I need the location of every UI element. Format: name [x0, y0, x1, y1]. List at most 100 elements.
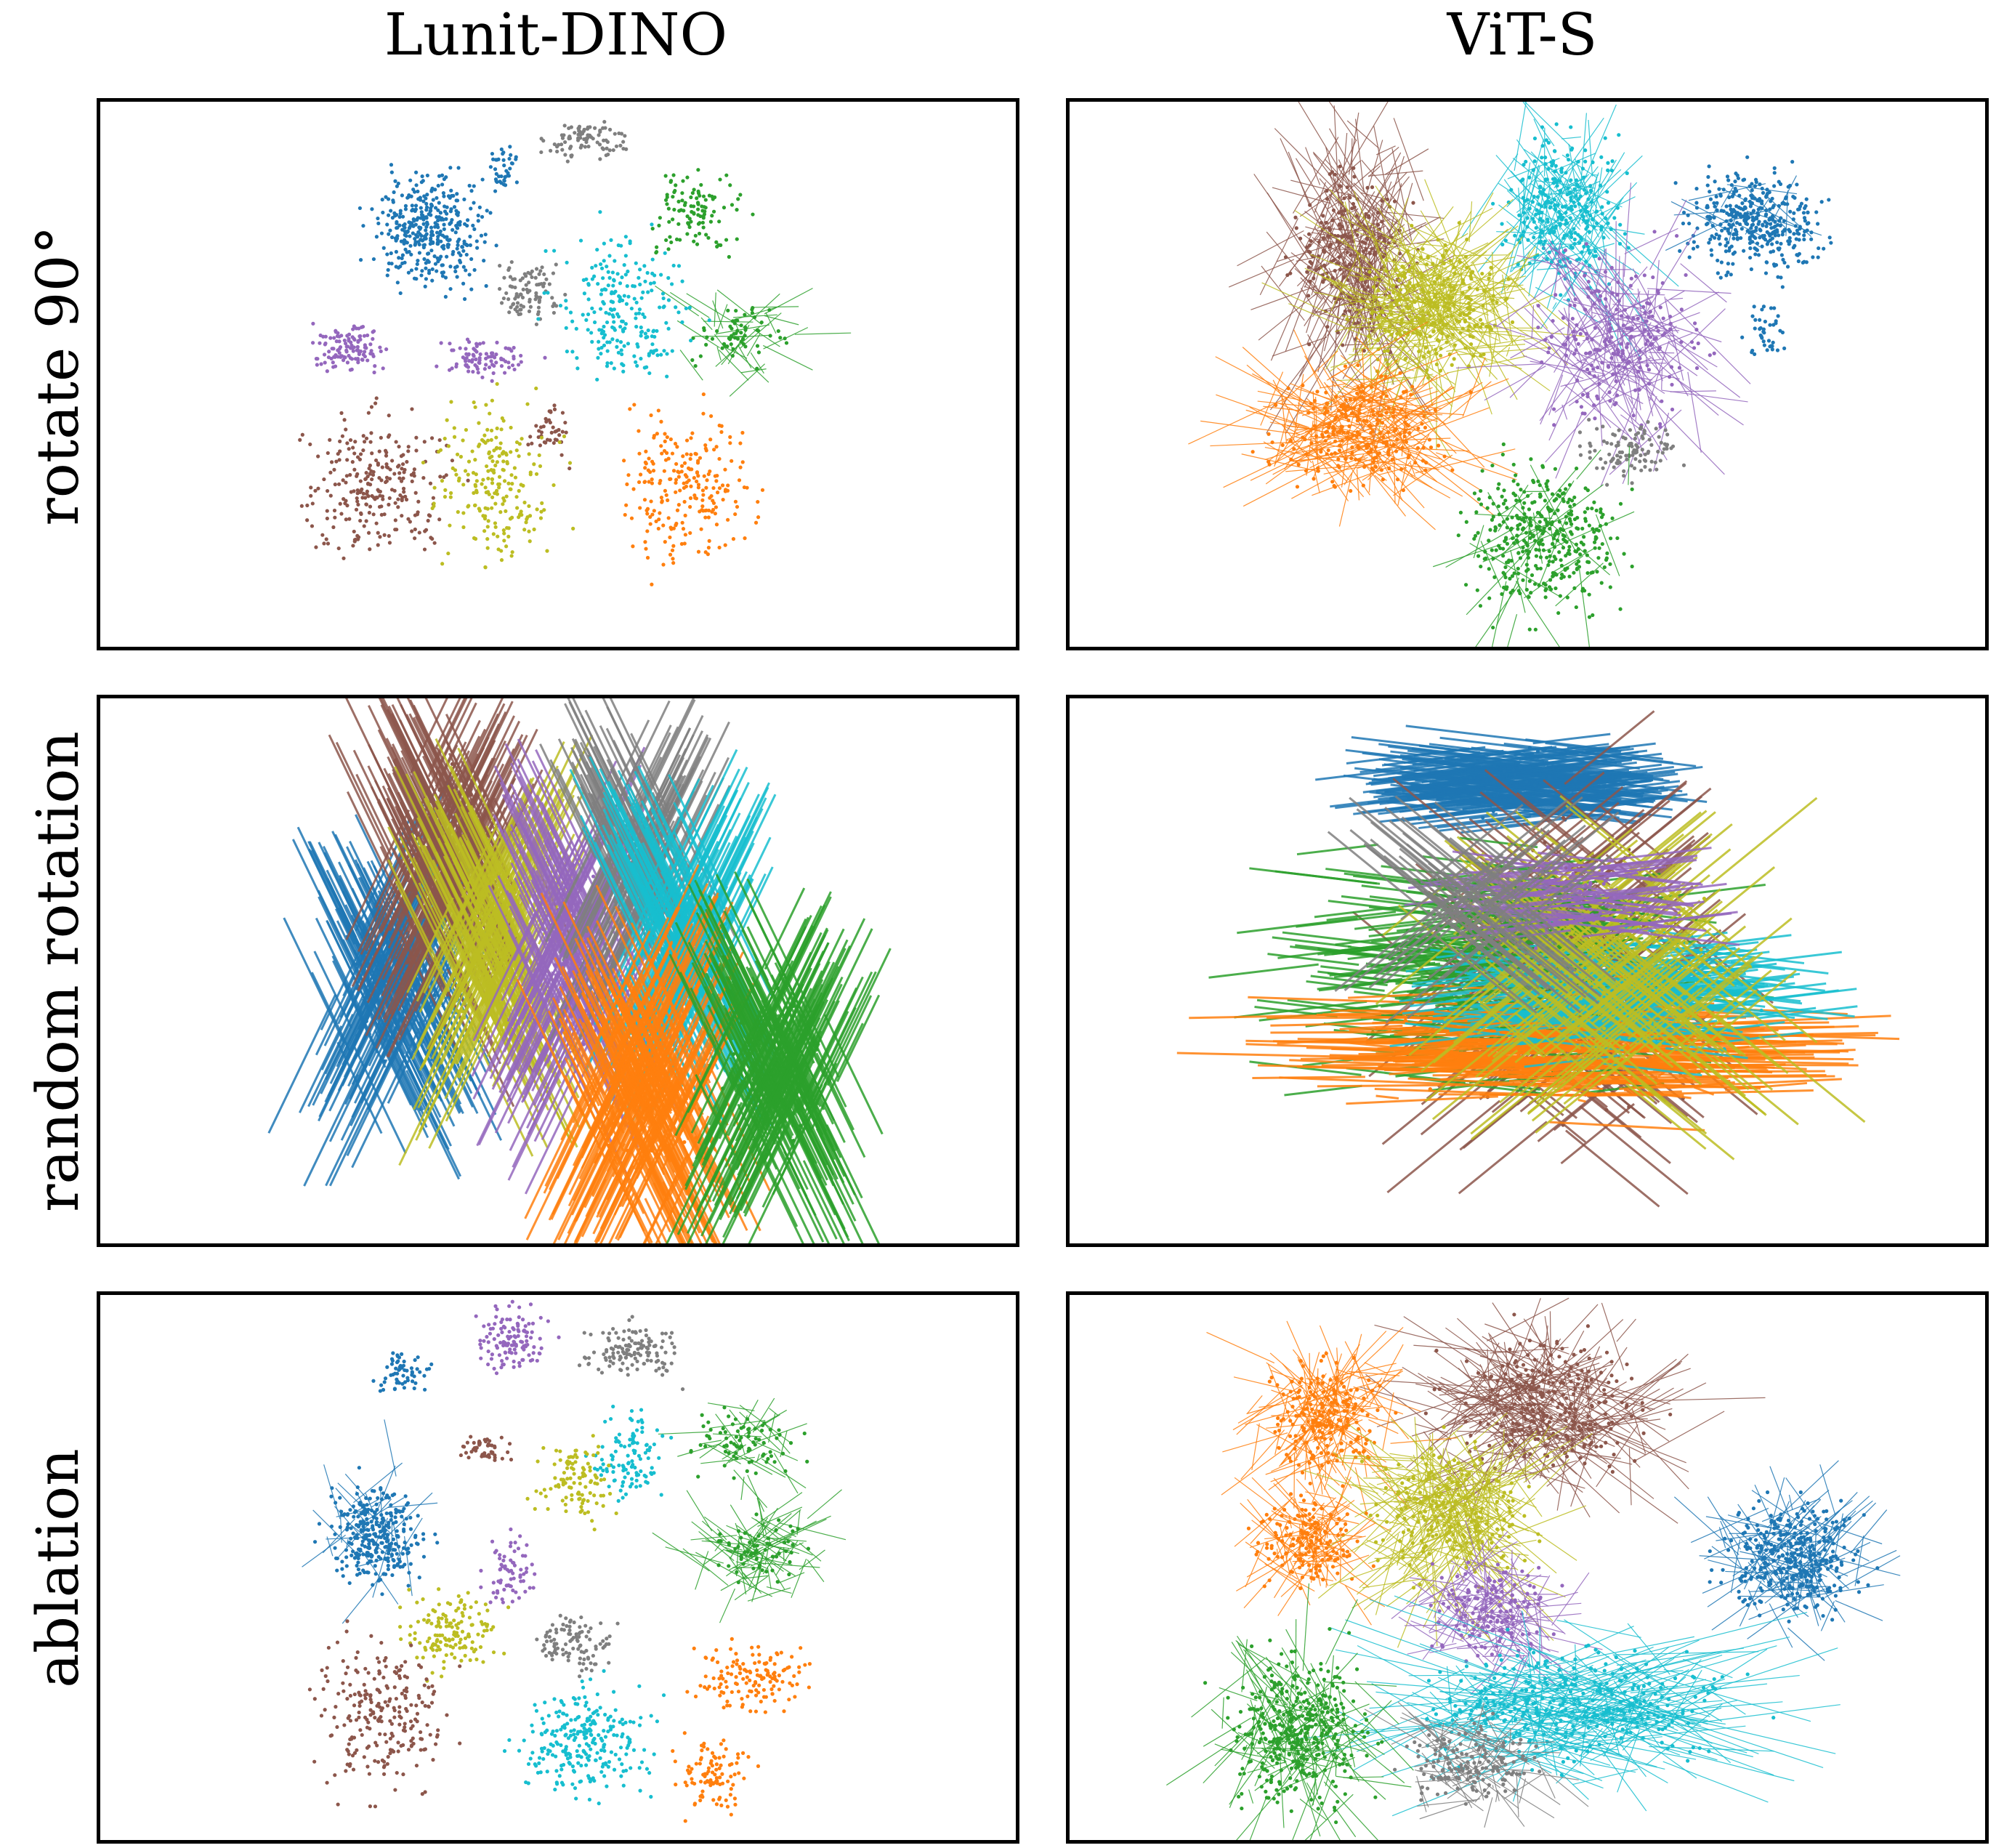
trajectory-line	[1605, 328, 1619, 362]
scatter-point	[490, 151, 495, 156]
scatter-point	[552, 407, 557, 411]
scatter-point	[1755, 198, 1760, 203]
scatter-point	[594, 264, 598, 268]
scatter-point	[1598, 294, 1603, 299]
scatter-point	[1733, 179, 1737, 184]
scatter-point	[474, 472, 478, 477]
scatter-point	[740, 430, 745, 435]
scatter-point	[607, 254, 612, 258]
scatter-point	[663, 251, 667, 255]
scatter-point	[484, 403, 488, 407]
scatter-point	[499, 427, 504, 432]
scatter-point	[1332, 483, 1336, 488]
scatter-point	[1465, 265, 1469, 270]
trajectory-line	[1354, 309, 1370, 356]
scatter-point	[1325, 234, 1330, 238]
scatter-point	[713, 474, 717, 478]
scatter-point	[590, 339, 594, 344]
scatter-point	[1293, 215, 1298, 219]
scatter-point	[1433, 408, 1438, 413]
scatter-point	[527, 281, 531, 285]
scatter-point	[343, 342, 348, 346]
scatter-point	[399, 479, 404, 483]
scatter-point	[1506, 277, 1511, 281]
scatter-point	[403, 260, 407, 265]
scatter-point	[403, 230, 408, 234]
scatter-point	[1355, 414, 1360, 419]
scatter-point	[1732, 236, 1736, 241]
scatter-point	[1779, 241, 1783, 246]
trajectory-line	[1548, 374, 1564, 416]
scatter-point	[1753, 177, 1758, 182]
scatter-point	[687, 217, 692, 221]
trajectory-line	[1445, 267, 1471, 312]
scatter-point	[1600, 211, 1604, 216]
scatter-point	[1643, 464, 1647, 469]
scatter-point	[1718, 275, 1723, 280]
trajectory-line	[1341, 358, 1399, 411]
scatter-point	[631, 544, 635, 549]
scatter-point	[1592, 302, 1596, 306]
scatter-point	[424, 232, 429, 236]
scatter-point	[1522, 198, 1527, 203]
scatter-point	[474, 488, 479, 493]
scatter-point	[1336, 464, 1341, 468]
scatter-point	[1597, 257, 1601, 261]
scatter-point	[1772, 184, 1777, 188]
scatter-point	[1737, 213, 1742, 217]
scatter-point	[678, 238, 682, 242]
scatter-point	[1524, 549, 1529, 553]
scatter-point	[527, 504, 531, 509]
scatter-point	[1777, 247, 1781, 252]
scatter-point	[675, 445, 679, 449]
scatter-point	[1729, 244, 1734, 249]
scatter-point	[378, 345, 382, 350]
scatter-point	[1344, 456, 1348, 461]
trajectory-line	[1325, 312, 1359, 370]
cluster-rotate-90-lunit-dino-7	[311, 321, 389, 375]
scatter-point	[437, 517, 442, 522]
scatter-point	[1604, 304, 1608, 309]
scatter-point	[371, 512, 376, 517]
scatter-point	[530, 269, 534, 273]
scatter-point	[1765, 348, 1769, 352]
scatter-point	[1798, 225, 1802, 229]
scatter-point	[634, 316, 638, 320]
scatter-point	[1629, 328, 1633, 332]
scatter-point	[1592, 374, 1597, 379]
scatter-point	[697, 231, 702, 236]
scatter-point	[395, 219, 399, 225]
trajectory-line	[1324, 223, 1333, 241]
trajectory-line	[1286, 425, 1321, 431]
scatter-point	[665, 435, 669, 440]
scatter-point	[412, 276, 417, 281]
scatter-point	[400, 497, 404, 501]
scatter-point	[508, 166, 512, 171]
trajectory-line	[679, 350, 703, 381]
scatter-point	[474, 357, 478, 362]
scatter-point	[538, 269, 543, 273]
scatter-point	[560, 429, 565, 434]
scatter-point	[527, 529, 531, 533]
scatter-point	[366, 530, 371, 535]
scatter-point	[1428, 314, 1432, 318]
scatter-point	[491, 371, 496, 376]
scatter-point	[703, 515, 708, 520]
scatter-point	[1564, 353, 1569, 358]
scatter-point	[1379, 468, 1384, 472]
scatter-point	[325, 488, 330, 493]
scatter-point	[663, 488, 668, 493]
scatter-point	[604, 288, 608, 292]
scatter-point	[604, 138, 608, 142]
scatter-point	[1464, 520, 1468, 524]
trajectory-line	[1531, 518, 1565, 548]
scatter-point	[671, 173, 676, 177]
scatter-point	[1782, 260, 1787, 265]
scatter-point	[1561, 491, 1566, 496]
scatter-point	[416, 510, 420, 515]
scatter-point	[659, 444, 663, 448]
trajectory-line	[1285, 245, 1325, 352]
scatter-point	[477, 205, 482, 209]
scatter-point	[364, 502, 368, 507]
scatter-point	[1467, 285, 1472, 290]
